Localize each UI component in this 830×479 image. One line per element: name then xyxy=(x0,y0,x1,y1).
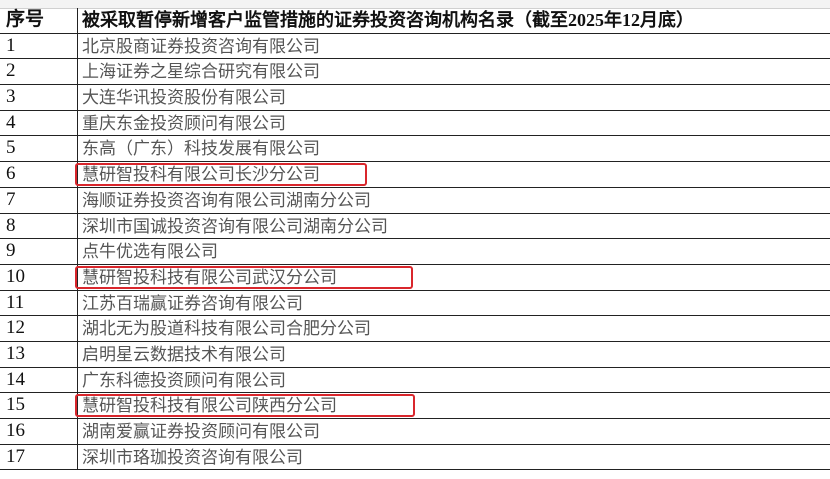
institution-name-cell[interactable]: 湖北无为股道科技有限公司合肥分公司 xyxy=(82,319,371,339)
table-row: 4 重庆东金投资顾问有限公司 xyxy=(0,110,830,137)
table-row: 16 湖南爱赢证券投资顾问有限公司 xyxy=(0,419,830,445)
institution-name-cell[interactable]: 湖南爱赢证券投资顾问有限公司 xyxy=(82,422,320,441)
table-row: 2 上海证券之星综合研究有限公司 xyxy=(0,59,830,86)
index-cell[interactable]: 5 xyxy=(0,136,78,162)
red-highlight-box xyxy=(75,394,415,418)
institution-name-cell[interactable]: 启明星云数据技术有限公司 xyxy=(82,344,286,364)
institution-name-cell[interactable]: 上海证券之星综合研究有限公司 xyxy=(82,62,320,82)
index-cell[interactable]: 12 xyxy=(0,316,78,341)
institution-name-cell[interactable]: 重庆东金投资顾问有限公司 xyxy=(82,113,286,133)
table-row: 17 深圳市珞珈投资咨询有限公司 xyxy=(0,444,830,471)
column-header-strip xyxy=(0,0,830,9)
table-row: 8 深圳市国诚投资咨询有限公司湖南分公司 xyxy=(0,213,830,240)
institution-name-cell[interactable]: 大连华讯投资股份有限公司 xyxy=(82,88,286,108)
index-cell[interactable]: 16 xyxy=(0,419,78,444)
institution-name-cell[interactable]: 点牛优选有限公司 xyxy=(82,242,218,262)
table-row: 15 慧研智投科技有限公司陕西分公司 xyxy=(0,393,830,419)
table-row: 13 启明星云数据技术有限公司 xyxy=(0,341,830,368)
institution-name-cell[interactable]: 慧研智投科技有限公司陕西分公司 xyxy=(82,396,337,416)
index-cell[interactable]: 4 xyxy=(0,110,78,136)
header-index[interactable]: 序号 xyxy=(0,8,78,33)
spreadsheet-table: 序号 被采取暂停新增客户监管措施的证券投资咨询机构名录（截至2025年12月底）… xyxy=(0,8,830,471)
red-highlight-box xyxy=(75,163,367,187)
index-cell[interactable]: 13 xyxy=(0,341,78,367)
index-cell[interactable]: 9 xyxy=(0,239,78,264)
index-cell[interactable]: 3 xyxy=(0,85,78,110)
index-cell[interactable]: 2 xyxy=(0,59,78,85)
index-cell[interactable]: 17 xyxy=(0,444,78,470)
header-title[interactable]: 被采取暂停新增客户监管措施的证券投资咨询机构名录（截至2025年12月底） xyxy=(82,10,694,30)
institution-name-cell[interactable]: 深圳市国诚投资咨询有限公司湖南分公司 xyxy=(82,216,388,236)
table-row: 9 点牛优选有限公司 xyxy=(0,239,830,265)
institution-name-cell[interactable]: 慧研智投科技有限公司武汉分公司 xyxy=(82,267,337,287)
institution-name-cell[interactable]: 海顺证券投资咨询有限公司湖南分公司 xyxy=(82,190,371,210)
table-row: 14 广东科德投资顾问有限公司 xyxy=(0,367,830,394)
index-cell[interactable]: 14 xyxy=(0,367,78,393)
table-row: 10 慧研智投科技有限公司武汉分公司 xyxy=(0,264,830,291)
table-row: 12 湖北无为股道科技有限公司合肥分公司 xyxy=(0,316,830,342)
index-cell[interactable]: 7 xyxy=(0,187,78,213)
index-cell[interactable]: 1 xyxy=(0,33,78,59)
table-row: 11 江苏百瑞赢证券咨询有限公司 xyxy=(0,290,830,317)
institution-name-cell[interactable]: 北京股商证券投资咨询有限公司 xyxy=(82,36,320,56)
red-highlight-box xyxy=(75,265,413,289)
table-row: 5 东高（广东）科技发展有限公司 xyxy=(0,136,830,163)
institution-name-cell[interactable]: 深圳市珞珈投资咨询有限公司 xyxy=(82,447,303,467)
index-cell[interactable]: 6 xyxy=(0,162,78,187)
header-row: 序号 被采取暂停新增客户监管措施的证券投资咨询机构名录（截至2025年12月底） xyxy=(0,8,830,34)
institution-name-cell[interactable]: 慧研智投科有限公司长沙分公司 xyxy=(82,165,320,185)
table-row: 6 慧研智投科有限公司长沙分公司 xyxy=(0,162,830,188)
index-cell[interactable]: 15 xyxy=(0,393,78,418)
institution-name-cell[interactable]: 江苏百瑞赢证券咨询有限公司 xyxy=(82,293,303,313)
table-row: 3 大连华讯投资股份有限公司 xyxy=(0,85,830,111)
table-row: 1 北京股商证券投资咨询有限公司 xyxy=(0,33,830,60)
table-row: 7 海顺证券投资咨询有限公司湖南分公司 xyxy=(0,187,830,214)
institution-name-cell[interactable]: 广东科德投资顾问有限公司 xyxy=(82,370,286,390)
index-cell[interactable]: 8 xyxy=(0,213,78,239)
index-cell[interactable]: 11 xyxy=(0,290,78,316)
index-cell[interactable]: 10 xyxy=(0,264,78,290)
institution-name-cell[interactable]: 东高（广东）科技发展有限公司 xyxy=(82,139,320,159)
